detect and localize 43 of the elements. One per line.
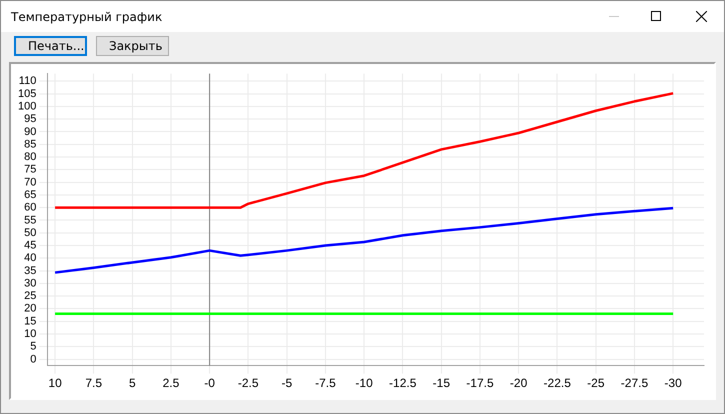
y-tick-label: 45 bbox=[24, 240, 36, 252]
text: Закрыть bbox=[96, 36, 169, 56]
y-tick-label: 100 bbox=[18, 100, 36, 112]
x-tick-label: -12.5 bbox=[389, 376, 417, 390]
y-tick-label: 95 bbox=[24, 113, 36, 126]
y-tick-label: 85 bbox=[24, 138, 36, 150]
x-tick-label: 2.5 bbox=[162, 376, 180, 390]
x-tick-label: -15 bbox=[432, 376, 450, 390]
x-tick-label: -5 bbox=[282, 376, 292, 390]
x-tick-label: 7.5 bbox=[85, 376, 102, 390]
y-tick-label: 50 bbox=[24, 226, 36, 239]
y-tick-label: 75 bbox=[24, 164, 36, 176]
y-tick-label: 80 bbox=[24, 151, 36, 164]
y-tick-label: 15 bbox=[24, 315, 36, 328]
y-tick-label: 5 bbox=[30, 340, 36, 353]
x-tick-label: -25 bbox=[587, 376, 605, 390]
x-tick-label: -0 bbox=[204, 376, 216, 390]
y-tick-label: 40 bbox=[24, 252, 36, 264]
chart-title: Температурный график bbox=[11, 10, 162, 24]
y-tick-label: 20 bbox=[24, 302, 36, 315]
x-tick-label: -27.5 bbox=[620, 376, 648, 390]
y-tick-label: 35 bbox=[24, 264, 36, 277]
y-tick-label: 105 bbox=[18, 88, 36, 100]
y-tick-label: 65 bbox=[24, 188, 36, 201]
y-tick-label: 55 bbox=[24, 214, 36, 226]
y-tick-label: 110 bbox=[18, 75, 36, 88]
y-tick-label: 25 bbox=[24, 290, 36, 302]
y-tick-label: 60 bbox=[24, 202, 36, 214]
x-tick-label: -10 bbox=[355, 376, 374, 390]
y-tick-label: 10 bbox=[24, 328, 36, 340]
y-tick-label: 0 bbox=[30, 353, 36, 366]
y-tick-label: 30 bbox=[24, 277, 36, 290]
x-tick-label: 5 bbox=[128, 376, 136, 390]
text: Печать... bbox=[14, 36, 87, 56]
x-tick-label: -17.5 bbox=[466, 376, 494, 390]
x-tick-label: -22.5 bbox=[544, 376, 572, 390]
x-tick-label: -30 bbox=[664, 376, 682, 390]
x-tick-label: -7.5 bbox=[315, 376, 336, 390]
x-tick-label: -2.5 bbox=[238, 376, 259, 390]
x-tick-label: -20 bbox=[510, 376, 528, 390]
y-tick-label: 70 bbox=[24, 176, 36, 188]
y-tick-label: 90 bbox=[24, 126, 36, 138]
x-tick-label: 10 bbox=[48, 376, 62, 390]
